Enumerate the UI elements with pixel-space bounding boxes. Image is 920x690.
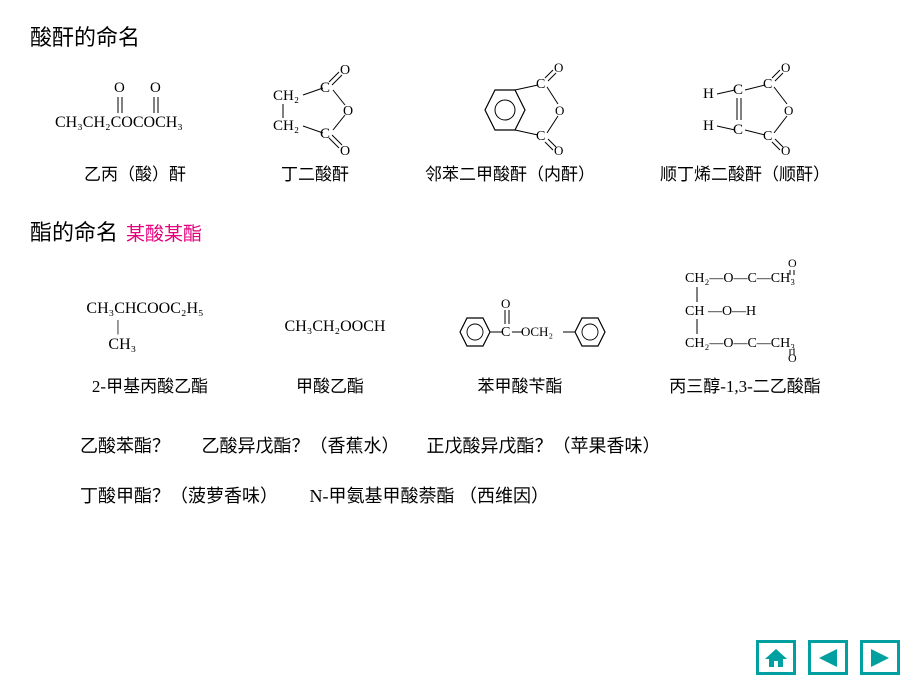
- svg-text:O: O: [343, 104, 353, 119]
- q4: 丁酸甲酯？（菠萝香味）: [80, 486, 278, 506]
- svg-text:O: O: [150, 80, 161, 96]
- section1-title: 酸酐的命名: [30, 20, 890, 52]
- svg-benzyl-benzoate: C O OCH₂: [445, 292, 635, 362]
- svg-text:C: C: [733, 82, 743, 98]
- svg-text:C: C: [763, 77, 772, 92]
- svg-succinic: CH₂ CH₂ C C O O O: [265, 60, 385, 155]
- svg-text:CH₂: CH₂: [273, 118, 299, 134]
- svg-text:O: O: [114, 80, 125, 96]
- structure-3: C C O O O: [460, 62, 590, 152]
- svg-text:CH₂—O—C—CH₃: CH₂—O—C—CH₃: [685, 336, 795, 351]
- section2-labels: 2-甲基丙酸乙酯 甲酸乙酯 苯甲酸苄酯 丙三醇-1,3-二乙酸酯: [30, 372, 890, 397]
- home-button[interactable]: [756, 640, 796, 675]
- svg-mixed-anhydride: CH₃CH₂COCOCH₃ O O: [50, 67, 210, 147]
- structure-7: C O OCH₂: [445, 292, 635, 362]
- svg-text:O: O: [784, 103, 793, 118]
- svg-text:O: O: [554, 60, 563, 75]
- question-line-2: 丁酸甲酯？（菠萝香味） N-甲氨基甲酸萘酯 （西维因）: [80, 477, 890, 517]
- svg-text:O: O: [555, 103, 564, 118]
- label-5: 2-甲基丙酸乙酯: [70, 372, 230, 397]
- structure-5: CH₃CHCOOC₂H₅ | CH₃: [86, 292, 203, 362]
- svg-text:H: H: [703, 118, 714, 134]
- structure-1: CH₃CH₂COCOCH₃ O O: [50, 62, 210, 152]
- prev-icon: [815, 647, 841, 669]
- svg-text:C: C: [320, 126, 330, 142]
- structure-6: CH₃CH₂OOCH: [285, 292, 386, 362]
- svg-text:O: O: [554, 143, 563, 155]
- nav-buttons: [756, 640, 900, 675]
- next-button[interactable]: [860, 640, 900, 675]
- q1: 乙酸苯酯？: [80, 436, 170, 456]
- svg-text:CH₃CH₂COCOCH₃: CH₃CH₂COCOCH₃: [55, 114, 183, 131]
- label-4: 顺丁烯二酸酐（顺酐）: [640, 160, 850, 185]
- section2-structures: CH₃CHCOOC₂H₅ | CH₃ CH₃CH₂OOCH C: [30, 262, 890, 362]
- svg-text:O: O: [340, 63, 350, 78]
- compound-5: CH₃CHCOOC₂H₅ | CH₃: [60, 292, 230, 362]
- section1-structures: CH₃CH₂COCOCH₃ O O CH₂ CH₂ C: [30, 62, 890, 152]
- compound-6: CH₃CH₂OOCH: [260, 292, 410, 362]
- svg-text:O: O: [340, 144, 350, 155]
- svg-maleic: H H C C C C O O: [695, 60, 825, 155]
- section2-subtitle: 某酸某酯: [126, 219, 202, 246]
- svg-text:OCH₂: OCH₂: [521, 324, 553, 339]
- label-3: 邻苯二甲酸酐（内酐）: [410, 160, 610, 185]
- structure-4: H H C C C C O O: [695, 62, 825, 152]
- q3: 正戊酸异戊酯？（苹果香味）: [427, 436, 661, 456]
- svg-text:O: O: [781, 143, 790, 155]
- prev-button[interactable]: [808, 640, 848, 675]
- slide-content: 酸酐的命名 CH₃CH₂COCOCH₃ O O CH₂ CH₂: [0, 0, 920, 690]
- compound-3: C C O O O: [430, 62, 620, 152]
- svg-text:O: O: [788, 257, 797, 270]
- next-icon: [867, 647, 893, 669]
- compound-4: H H C C C C O O: [650, 62, 870, 152]
- label-7: 苯甲酸苄酯: [430, 372, 610, 397]
- label-2: 丁二酸酐: [250, 160, 380, 185]
- questions: 乙酸苯酯？ 乙酸异戊酯？（香蕉水） 正戊酸异戊酯？（苹果香味） 丁酸甲酯？（菠萝…: [30, 427, 890, 516]
- svg-text:H: H: [703, 86, 714, 102]
- svg-text:O: O: [788, 351, 797, 365]
- compound-7: C O OCH₂: [440, 292, 640, 362]
- compound-8: CH₂—O—C—CH₃ O CH —O—H CH₂—O—C—CH₃ O: [670, 262, 880, 362]
- structure-2: CH₂ CH₂ C C O O O: [265, 62, 385, 152]
- question-line-1: 乙酸苯酯？ 乙酸异戊酯？（香蕉水） 正戊酸异戊酯？（苹果香味）: [80, 427, 890, 467]
- label-1: 乙丙（酸）酐: [50, 160, 220, 185]
- svg-glycerol-diacetate: CH₂—O—C—CH₃ O CH —O—H CH₂—O—C—CH₃ O: [675, 257, 875, 367]
- q5: N-甲氨基甲酸萘酯 （西维因）: [310, 486, 550, 506]
- svg-text:C: C: [733, 122, 743, 138]
- svg-text:O: O: [781, 60, 790, 75]
- svg-text:O: O: [501, 296, 510, 311]
- svg-text:C: C: [501, 325, 510, 340]
- svg-phthalic: C C O O O: [460, 60, 590, 155]
- compound-2: CH₂ CH₂ C C O O O: [250, 62, 400, 152]
- svg-text:C: C: [536, 77, 545, 92]
- svg-text:CH₂: CH₂: [273, 88, 299, 104]
- home-icon: [763, 647, 789, 669]
- compound-1: CH₃CH₂COCOCH₃ O O: [40, 62, 220, 152]
- section2-header: 酯的命名 某酸某酯: [30, 215, 890, 257]
- section2-title: 酯的命名: [30, 215, 118, 247]
- svg-text:C: C: [763, 129, 772, 144]
- svg-text:C: C: [536, 129, 545, 144]
- svg-text:CH —O—H: CH —O—H: [685, 304, 756, 319]
- label-6: 甲酸乙酯: [260, 372, 400, 397]
- section1-labels: 乙丙（酸）酐 丁二酸酐 邻苯二甲酸酐（内酐） 顺丁烯二酸酐（顺酐）: [30, 160, 890, 185]
- q2: 乙酸异戊酯？（香蕉水）: [202, 436, 400, 456]
- label-8: 丙三醇-1,3-二乙酸酯: [640, 372, 850, 397]
- svg-text:C: C: [320, 80, 330, 96]
- svg-text:CH₂—O—C—CH₃: CH₂—O—C—CH₃: [685, 271, 795, 286]
- structure-8: CH₂—O—C—CH₃ O CH —O—H CH₂—O—C—CH₃ O: [675, 262, 875, 362]
